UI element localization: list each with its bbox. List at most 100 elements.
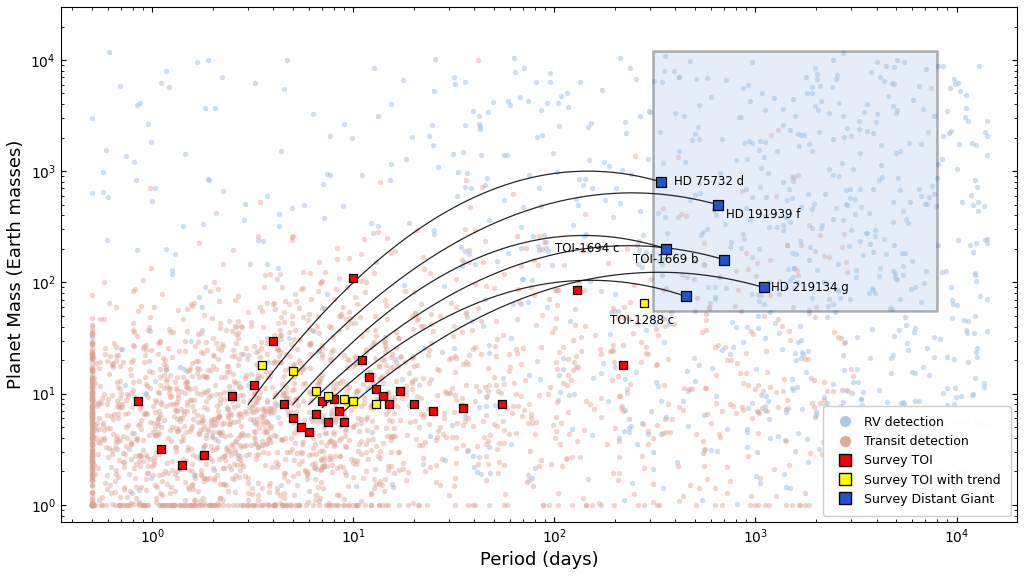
Point	[510, 285, 526, 294]
Point	[411, 422, 427, 431]
Point	[816, 251, 833, 260]
Point	[636, 464, 652, 473]
Point	[126, 285, 142, 294]
Point	[103, 361, 120, 370]
Point	[322, 438, 338, 447]
Point	[950, 236, 967, 245]
Point	[163, 391, 179, 400]
Point	[939, 106, 955, 115]
Point	[807, 408, 823, 417]
Point	[380, 389, 396, 398]
Point	[912, 140, 929, 149]
Point	[624, 421, 640, 430]
Point	[275, 307, 292, 316]
Point	[186, 500, 203, 509]
Point	[324, 406, 340, 415]
Point	[415, 374, 431, 383]
Point	[84, 450, 100, 460]
Point	[658, 244, 675, 253]
Point	[84, 436, 100, 445]
Point	[794, 131, 810, 140]
Point	[178, 401, 195, 410]
Point	[228, 322, 245, 331]
Point	[719, 356, 735, 365]
Point	[145, 401, 162, 411]
Point	[234, 500, 251, 509]
Point	[230, 401, 247, 410]
Point	[102, 480, 119, 489]
Point	[311, 376, 328, 385]
Point	[472, 122, 488, 131]
Point	[371, 362, 387, 371]
Point	[124, 428, 140, 437]
Point	[140, 393, 157, 402]
Point	[496, 500, 512, 509]
Point	[782, 483, 799, 492]
Point	[614, 406, 631, 415]
Point	[287, 325, 303, 334]
Point	[360, 455, 377, 464]
Point	[84, 452, 100, 461]
Point	[198, 433, 214, 442]
Point	[368, 384, 384, 393]
Point	[697, 383, 714, 392]
Point	[155, 500, 171, 509]
Point	[353, 419, 370, 428]
Point	[739, 264, 756, 274]
Point	[352, 357, 369, 366]
Point	[915, 363, 932, 372]
Point	[158, 362, 174, 371]
Point	[137, 486, 154, 495]
Point	[266, 500, 283, 509]
Point	[323, 322, 339, 331]
Point	[181, 500, 198, 509]
Point	[323, 415, 339, 424]
Point	[307, 495, 324, 505]
Point	[508, 429, 524, 438]
Point	[102, 351, 119, 361]
Point	[201, 473, 217, 483]
Point	[532, 342, 549, 351]
Point	[193, 328, 209, 338]
Point	[961, 316, 977, 325]
Point	[976, 202, 992, 211]
Point	[377, 347, 393, 356]
Point	[841, 241, 857, 251]
Point	[649, 359, 666, 369]
Point	[84, 412, 100, 421]
Point	[920, 128, 936, 137]
Point	[386, 354, 402, 363]
Point	[200, 373, 216, 382]
Point	[695, 437, 712, 446]
Point	[84, 497, 100, 506]
Point	[622, 380, 638, 389]
Point	[718, 253, 734, 263]
Point	[312, 478, 329, 487]
Point	[816, 189, 833, 198]
Point	[111, 500, 127, 509]
Point	[147, 397, 164, 407]
Point	[111, 399, 127, 408]
Point	[300, 468, 316, 477]
Point	[611, 198, 628, 207]
Point	[347, 460, 364, 469]
Point	[231, 452, 248, 461]
Point	[898, 321, 914, 330]
Point	[84, 447, 100, 456]
Point	[478, 392, 495, 401]
Point	[325, 379, 341, 388]
Point	[378, 360, 394, 369]
Point	[84, 449, 100, 458]
Point	[355, 380, 372, 389]
Point	[283, 500, 299, 509]
Point	[338, 442, 354, 452]
Point	[112, 402, 128, 411]
Point	[196, 388, 212, 397]
Point	[869, 453, 886, 462]
Point	[293, 422, 309, 431]
Point	[140, 325, 157, 334]
Point	[84, 366, 100, 375]
Point	[356, 234, 373, 244]
Point	[272, 480, 289, 490]
Point	[446, 391, 463, 400]
